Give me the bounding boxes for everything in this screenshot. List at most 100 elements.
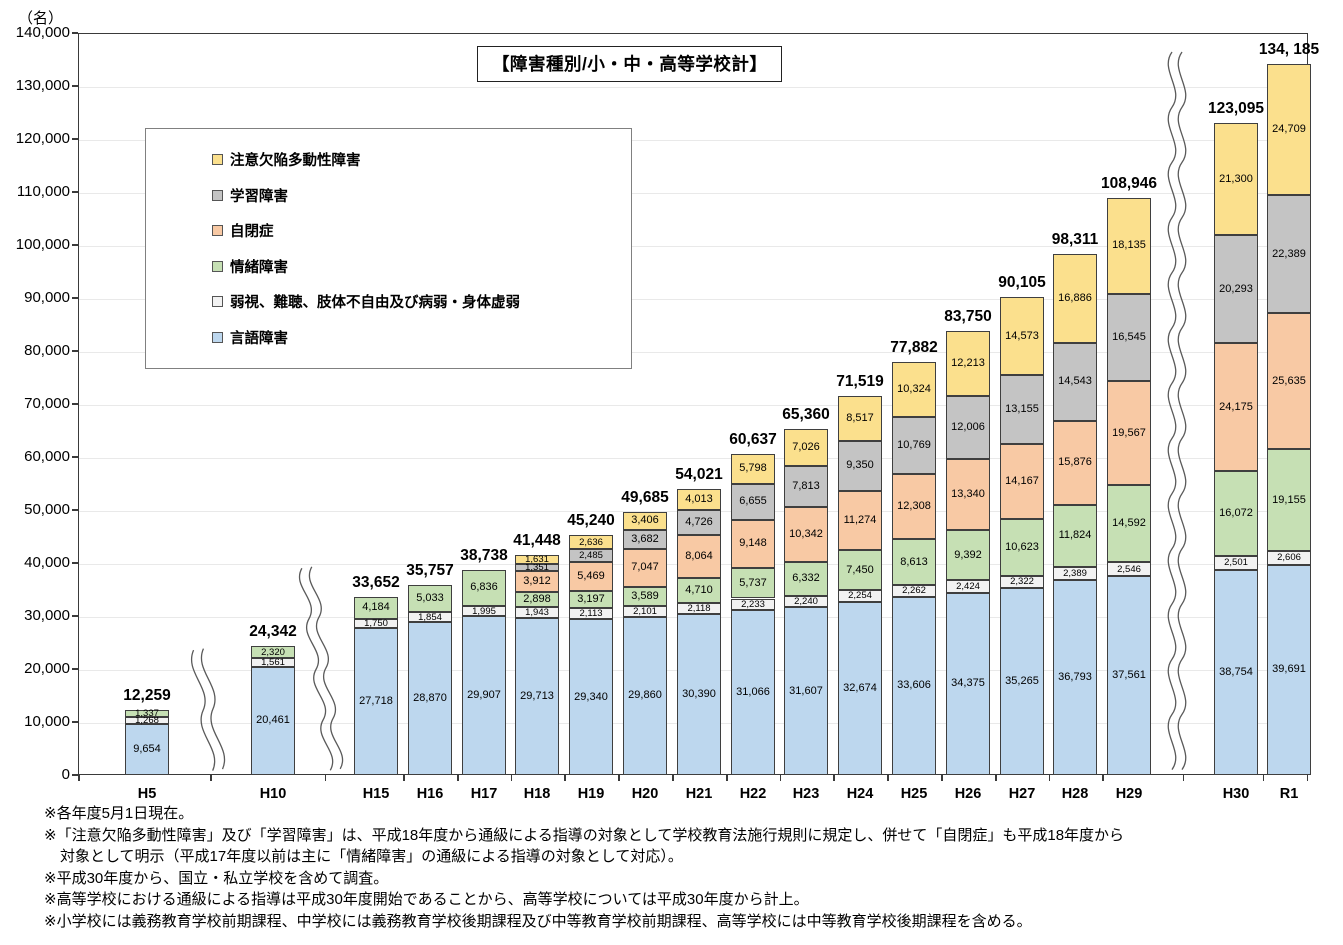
legend-label: 学習障害 <box>230 188 288 205</box>
bar-total-label: 24,342 <box>249 622 297 640</box>
bar-segment: 12,006 <box>946 395 990 460</box>
segment-value-label: 2,233 <box>741 598 765 610</box>
segment-value-label: 3,912 <box>523 574 551 587</box>
bar-segment: 29,340 <box>569 619 613 775</box>
segment-value-label: 11,824 <box>1058 529 1092 542</box>
segment-value-label: 2,254 <box>848 590 872 602</box>
bar-segment: 25,635 <box>1267 313 1311 450</box>
segment-value-label: 8,517 <box>846 412 874 424</box>
segment-value-label: 1,337 <box>135 708 159 720</box>
x-axis-category-label: H22 <box>739 786 767 802</box>
x-axis-tick <box>833 775 835 781</box>
gridline <box>79 299 1307 300</box>
autism-swatch-icon <box>212 225 223 237</box>
bar-total-label: 71,519 <box>836 372 884 390</box>
bar-segment: 18,135 <box>1107 197 1151 294</box>
bar-segment: 15,876 <box>1053 420 1097 505</box>
segment-value-label: 7,026 <box>792 440 820 453</box>
bar-total-label: 98,311 <box>1051 230 1099 248</box>
gridline <box>79 193 1307 194</box>
segment-value-label: 1,631 <box>525 554 549 566</box>
segment-value-label: 19,155 <box>1272 493 1306 506</box>
x-axis-category-label: H27 <box>1008 786 1036 802</box>
bar-segment: 39,691 <box>1267 564 1311 775</box>
bar-segment: 10,623 <box>1000 519 1044 576</box>
bar-segment: 31,607 <box>784 607 828 775</box>
bar-segment: 1,351 <box>515 562 559 574</box>
y-axis-tick <box>72 668 78 670</box>
y-tick-label: 140,000 <box>15 24 70 41</box>
segment-value-label: 12,006 <box>951 421 985 434</box>
y-tick-label: 80,000 <box>24 342 70 359</box>
segment-value-label: 4,726 <box>685 515 713 528</box>
bar-segment: 2,262 <box>892 584 936 597</box>
segment-value-label: 25,635 <box>1272 374 1306 387</box>
x-axis-category-label: H23 <box>792 786 820 802</box>
y-axis-tick <box>72 350 78 352</box>
bar-segment: 9,392 <box>946 530 990 580</box>
legend-label: 情緒障害 <box>230 259 288 276</box>
legend-label: 自閉症 <box>230 224 274 241</box>
physical-swatch-icon <box>212 296 223 308</box>
x-axis-category-label: H16 <box>416 786 444 802</box>
bar-segment: 32,674 <box>838 601 882 775</box>
segment-value-label: 20,293 <box>1219 282 1253 295</box>
segment-value-label: 20,461 <box>256 714 290 727</box>
segment-value-label: 1,854 <box>418 611 442 623</box>
bar-segment: 3,197 <box>569 591 613 609</box>
bar-segment: 2,118 <box>677 602 721 614</box>
segment-value-label: 9,392 <box>954 548 982 561</box>
segment-value-label: 36,793 <box>1058 670 1092 683</box>
x-axis-category-label: H5 <box>137 786 157 802</box>
x-axis-category-label: H18 <box>523 786 551 802</box>
segment-value-label: 31,607 <box>789 684 823 697</box>
learning-disability-swatch-icon <box>212 189 223 201</box>
bar-total-label: 45,240 <box>567 512 615 530</box>
segment-value-label: 11,274 <box>843 514 877 527</box>
segment-value-label: 7,450 <box>846 563 874 576</box>
segment-value-label: 2,101 <box>633 605 657 617</box>
segment-value-label: 2,320 <box>261 646 285 658</box>
segment-value-label: 1,268 <box>135 714 159 726</box>
legend-item-emotional-disturbance: 情緒障害 <box>212 256 623 277</box>
segment-value-label: 2,389 <box>1063 568 1087 580</box>
segment-value-label: 2,322 <box>1010 576 1034 588</box>
x-axis-tick <box>1182 775 1184 781</box>
segment-value-label: 1,561 <box>261 656 285 668</box>
bar-segment: 2,322 <box>1000 575 1044 589</box>
bar-total-label: 49,685 <box>621 488 669 506</box>
y-tick-label: 130,000 <box>15 77 70 94</box>
segment-value-label: 30,390 <box>682 687 716 700</box>
segment-value-label: 33,606 <box>897 679 931 692</box>
segment-value-label: 3,197 <box>577 593 605 606</box>
x-axis-category-label: H30 <box>1222 786 1250 802</box>
segment-value-label: 1,351 <box>525 562 549 574</box>
bar-segment: 38,754 <box>1214 569 1258 775</box>
segment-value-label: 7,813 <box>792 480 820 493</box>
bar-segment: 10,769 <box>892 416 936 474</box>
bar-segment: 16,545 <box>1107 293 1151 382</box>
x-axis-tick <box>887 775 889 781</box>
bar-total-label: 83,750 <box>944 308 992 326</box>
bar-segment: 7,047 <box>623 549 667 587</box>
footnotes: ※各年度5月1日現在。 ※「注意欠陥多動性障害」及び「学習障害」は、平成18年度… <box>44 803 1336 933</box>
segment-value-label: 3,589 <box>631 589 659 602</box>
x-axis-tick <box>726 775 728 781</box>
segment-value-label: 1,995 <box>472 605 496 617</box>
segment-value-label: 37,561 <box>1112 668 1146 681</box>
segment-value-label: 10,342 <box>789 528 823 541</box>
bar-segment: 4,710 <box>677 577 721 603</box>
segment-value-label: 2,546 <box>1117 563 1141 575</box>
x-axis-tick <box>618 775 620 781</box>
segment-value-label: 3,406 <box>631 514 659 527</box>
bar-segment: 1,943 <box>515 607 559 618</box>
legend-item-autism: 自閉症 <box>212 220 623 241</box>
bar-segment: 2,320 <box>251 645 295 659</box>
y-axis-tick <box>72 509 78 511</box>
bar-segment: 28,870 <box>408 621 452 775</box>
y-tick-label: 50,000 <box>24 501 70 518</box>
x-axis-tick <box>1102 775 1104 781</box>
x-axis-category-label: H19 <box>577 786 605 802</box>
segment-value-label: 15,876 <box>1058 456 1092 469</box>
bar-segment: 2,485 <box>569 549 613 563</box>
